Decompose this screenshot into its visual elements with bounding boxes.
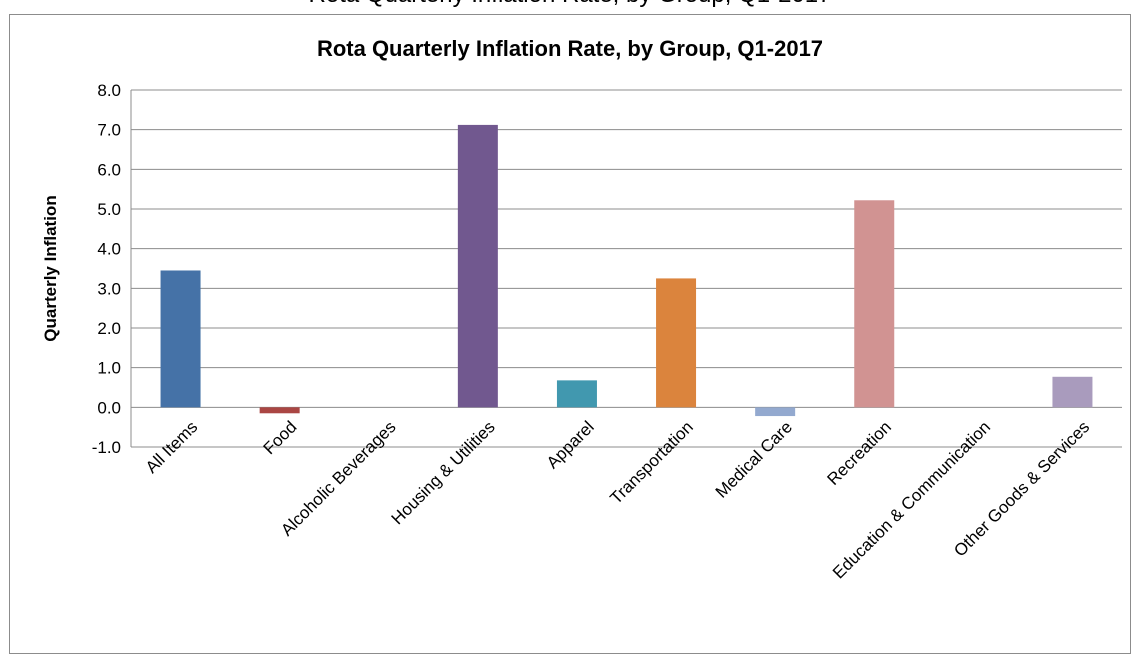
x-category-label: Recreation: [824, 417, 896, 489]
y-axis-label: Quarterly Inflation: [41, 195, 60, 341]
bar: [160, 270, 201, 408]
y-tick-label: 7.0: [97, 121, 121, 140]
x-category-label: Education & Communication: [829, 417, 994, 582]
gridlines: [130, 89, 1122, 448]
y-tick-label: 4.0: [97, 240, 121, 259]
y-tick-label: 6.0: [97, 160, 121, 179]
x-category-label: Food: [260, 417, 301, 458]
bar: [556, 380, 597, 408]
x-category-label: Apparel: [543, 417, 598, 472]
x-category-label: Transportation: [606, 417, 696, 507]
y-tick-label: 5.0: [97, 200, 121, 219]
bar: [1052, 376, 1093, 408]
x-category-label: Housing & Utilities: [388, 417, 499, 528]
bar: [854, 200, 895, 408]
y-tick-label: 1.0: [97, 359, 121, 378]
bars: [160, 124, 1093, 417]
y-tick-label: 8.0: [97, 81, 121, 100]
bar: [259, 407, 300, 414]
chart-title: Rota Quarterly Inflation Rate, by Group,…: [317, 36, 823, 61]
x-category-label: Medical Care: [712, 417, 796, 501]
y-tick-label: 3.0: [97, 279, 121, 298]
bar: [457, 124, 498, 408]
x-category-label: Alcoholic Beverages: [277, 417, 399, 539]
y-tick-label: 2.0: [97, 319, 121, 338]
bar: [656, 278, 697, 408]
y-axis-ticks: -1.0 0.0 1.0 2.0 3.0 4.0 5.0 6.0 7.0 8.0: [92, 81, 121, 457]
y-tick-label: -1.0: [92, 438, 121, 457]
y-tick-label: 0.0: [97, 398, 121, 417]
clipped-heading: Rota Quarterly Inflation Rate, by Group,…: [0, 0, 1140, 9]
bar: [755, 407, 796, 417]
